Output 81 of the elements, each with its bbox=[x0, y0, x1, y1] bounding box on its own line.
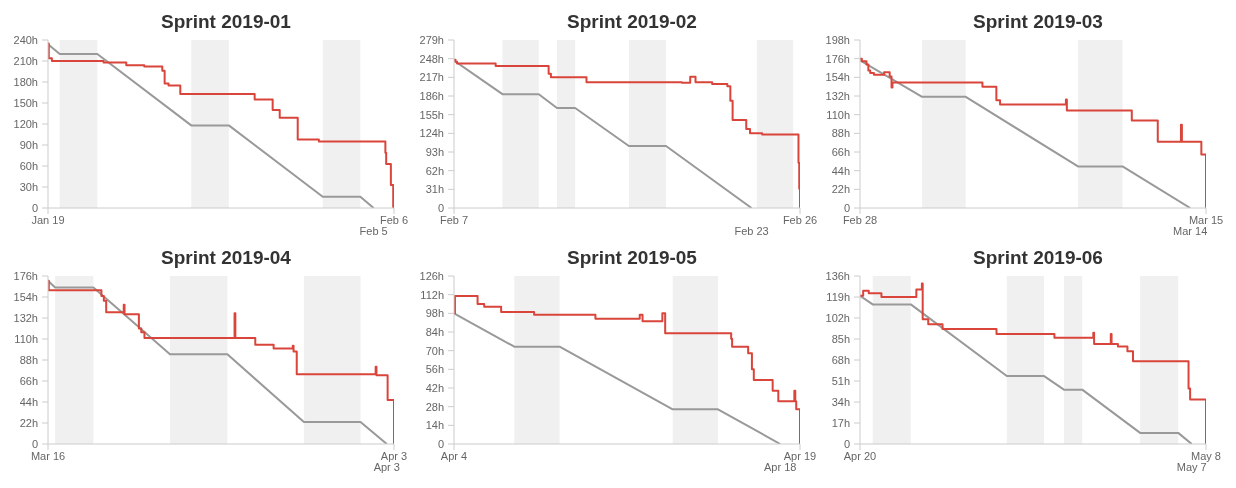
y-tick-label: 198h bbox=[825, 34, 850, 46]
y-tick-label: 44h bbox=[831, 164, 850, 177]
y-tick-label: 0 bbox=[437, 202, 444, 214]
chart-title: Sprint 2019-01 bbox=[161, 11, 291, 32]
annotation: Feb 5 bbox=[359, 225, 388, 238]
annotation: Mar 14 bbox=[1173, 225, 1208, 238]
y-tick-label: 154h bbox=[825, 71, 850, 84]
annotation: Apr 3 bbox=[373, 461, 400, 474]
annotation: May 7 bbox=[1176, 461, 1207, 474]
y-tick-label: 31h bbox=[425, 183, 444, 196]
y-tick-label: 155h bbox=[419, 108, 444, 121]
y-tick-label: 176h bbox=[825, 52, 850, 65]
y-tick-label: 180h bbox=[13, 76, 38, 88]
chart-title: Sprint 2019-03 bbox=[973, 11, 1103, 32]
y-tick-label: 70h bbox=[425, 344, 444, 357]
y-tick-label: 210h bbox=[13, 55, 38, 67]
y-tick-label: 51h bbox=[831, 375, 850, 387]
x-tick-label: Mar 15 bbox=[1188, 213, 1224, 226]
y-tick-label: 136h bbox=[825, 270, 850, 282]
y-tick-label: 0 bbox=[31, 438, 38, 450]
x-tick-label: Apr 19 bbox=[783, 449, 817, 462]
y-tick-label: 62h bbox=[425, 164, 444, 177]
y-tick-label: 98h bbox=[425, 307, 444, 320]
y-tick-label: 279h bbox=[419, 34, 444, 46]
y-tick-label: 154h bbox=[13, 291, 38, 303]
y-tick-label: 248h bbox=[419, 52, 444, 65]
y-tick-label: 0 bbox=[843, 438, 850, 450]
x-tick-label: Feb 26 bbox=[782, 213, 818, 226]
y-tick-label: 68h bbox=[831, 354, 850, 366]
y-tick-label: 30h bbox=[19, 181, 38, 193]
y-tick-label: 28h bbox=[425, 400, 444, 413]
y-tick-label: 56h bbox=[425, 363, 444, 376]
y-tick-label: 150h bbox=[13, 97, 38, 109]
x-tick-label: Feb 7 bbox=[439, 213, 469, 226]
annotation: Feb 23 bbox=[734, 225, 769, 238]
y-tick-label: 34h bbox=[831, 396, 850, 408]
x-tick-label: Feb 28 bbox=[842, 213, 878, 226]
y-tick-label: 132h bbox=[825, 90, 850, 102]
y-tick-label: 112h bbox=[420, 288, 444, 301]
x-tick-label: Apr 4 bbox=[440, 449, 468, 462]
y-tick-label: 66h bbox=[19, 375, 38, 387]
chart-title: Sprint 2019-05 bbox=[567, 247, 697, 268]
y-tick-label: 0 bbox=[437, 438, 444, 450]
y-tick-label: 120h bbox=[13, 118, 38, 130]
y-tick-label: 88h bbox=[831, 127, 850, 140]
y-tick-label: 186h bbox=[419, 90, 444, 102]
y-tick-label: 119h bbox=[826, 291, 850, 303]
x-tick-label: Apr 20 bbox=[843, 449, 877, 462]
y-tick-label: 102h bbox=[825, 312, 850, 324]
y-tick-label: 17h bbox=[831, 417, 850, 429]
y-tick-label: 22h bbox=[19, 417, 38, 429]
y-tick-label: 132h bbox=[13, 312, 38, 324]
x-tick-label: May 8 bbox=[1191, 449, 1221, 462]
annotation: Apr 18 bbox=[763, 461, 797, 474]
y-tick-label: 14h bbox=[425, 419, 444, 432]
y-tick-label: 22h bbox=[831, 183, 850, 196]
y-tick-label: 0 bbox=[843, 202, 850, 214]
y-tick-label: 217h bbox=[419, 71, 444, 84]
chart-title: Sprint 2019-04 bbox=[161, 247, 291, 268]
y-tick-label: 124h bbox=[419, 127, 444, 140]
y-tick-label: 0 bbox=[31, 202, 38, 214]
x-tick-label: Feb 6 bbox=[379, 213, 409, 226]
y-tick-label: 60h bbox=[19, 160, 38, 172]
chart-title: Sprint 2019-06 bbox=[973, 247, 1103, 268]
y-tick-label: 90h bbox=[19, 139, 38, 151]
y-tick-label: 240h bbox=[13, 34, 38, 46]
x-tick-label: Mar 16 bbox=[30, 449, 66, 462]
x-tick-label: Apr 3 bbox=[380, 449, 408, 462]
y-tick-label: 85h bbox=[831, 333, 850, 345]
y-tick-label: 88h bbox=[19, 354, 38, 366]
y-tick-label: 110h bbox=[14, 333, 38, 345]
y-tick-label: 176h bbox=[13, 270, 38, 282]
y-tick-label: 44h bbox=[19, 396, 38, 408]
y-tick-label: 93h bbox=[425, 146, 444, 158]
y-tick-label: 126h bbox=[419, 270, 444, 282]
x-tick-label: Jan 19 bbox=[31, 213, 65, 226]
chart-title: Sprint 2019-02 bbox=[567, 11, 697, 32]
y-tick-label: 110h bbox=[826, 108, 850, 121]
y-tick-label: 84h bbox=[425, 326, 444, 338]
y-tick-label: 66h bbox=[831, 146, 850, 158]
y-tick-label: 42h bbox=[425, 382, 444, 394]
